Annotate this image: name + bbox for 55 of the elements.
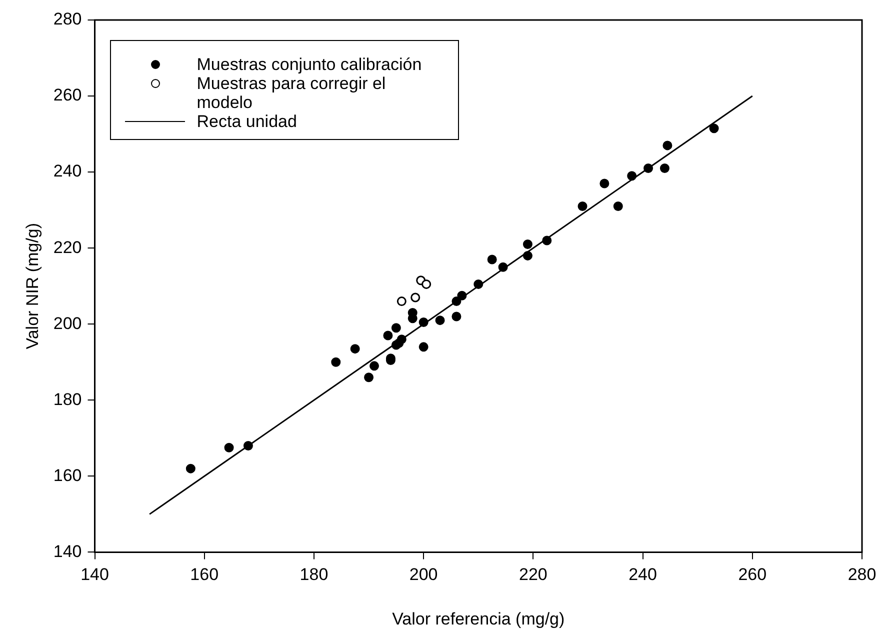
point xyxy=(613,202,623,212)
point xyxy=(408,308,418,318)
x-tick-label: 140 xyxy=(80,565,109,584)
point xyxy=(644,164,654,174)
point xyxy=(522,250,532,260)
point xyxy=(331,357,341,367)
y-tick-label: 260 xyxy=(53,86,82,105)
legend-label: Muestras para corregir el modelo xyxy=(196,74,387,112)
point xyxy=(418,317,428,327)
y-tick-label: 160 xyxy=(53,466,82,485)
legend-label: Muestras conjunto calibración xyxy=(196,55,422,74)
point xyxy=(422,279,432,289)
point xyxy=(418,342,428,352)
point xyxy=(186,464,196,474)
y-tick-label: 240 xyxy=(53,162,82,181)
point xyxy=(487,254,497,264)
y-tick-label: 220 xyxy=(53,238,82,257)
point xyxy=(224,442,234,452)
point xyxy=(410,292,420,302)
point xyxy=(350,344,360,354)
point xyxy=(452,312,462,322)
legend-label: Recta unidad xyxy=(196,112,297,131)
y-tick-label: 140 xyxy=(53,542,82,561)
x-tick-label: 160 xyxy=(190,565,219,584)
x-tick-label: 200 xyxy=(409,565,438,584)
y-tick-label: 180 xyxy=(53,390,82,409)
x-tick-label: 220 xyxy=(518,565,548,584)
point xyxy=(578,202,588,212)
point xyxy=(709,124,719,134)
x-axis-title: Valor referencia (mg/g) xyxy=(392,609,565,628)
point xyxy=(474,279,484,289)
x-tick-label: 240 xyxy=(628,565,657,584)
y-tick-label: 200 xyxy=(53,314,82,333)
y-tick-label: 280 xyxy=(53,10,82,29)
point xyxy=(364,372,374,382)
point xyxy=(452,296,462,306)
x-tick-label: 280 xyxy=(848,565,876,584)
point xyxy=(396,334,406,344)
point xyxy=(396,296,406,306)
point xyxy=(370,361,380,371)
point xyxy=(660,164,670,174)
point xyxy=(498,262,508,272)
point xyxy=(600,178,610,188)
x-tick-label: 260 xyxy=(738,565,767,584)
point xyxy=(522,240,532,250)
point xyxy=(383,330,393,340)
point xyxy=(391,323,401,333)
point xyxy=(435,316,445,326)
point xyxy=(542,236,552,246)
point xyxy=(627,171,637,181)
point xyxy=(243,441,253,451)
y-axis-title: Valor NIR (mg/g) xyxy=(22,222,42,350)
x-tick-label: 180 xyxy=(300,565,328,584)
point xyxy=(457,290,467,300)
point xyxy=(662,140,672,150)
